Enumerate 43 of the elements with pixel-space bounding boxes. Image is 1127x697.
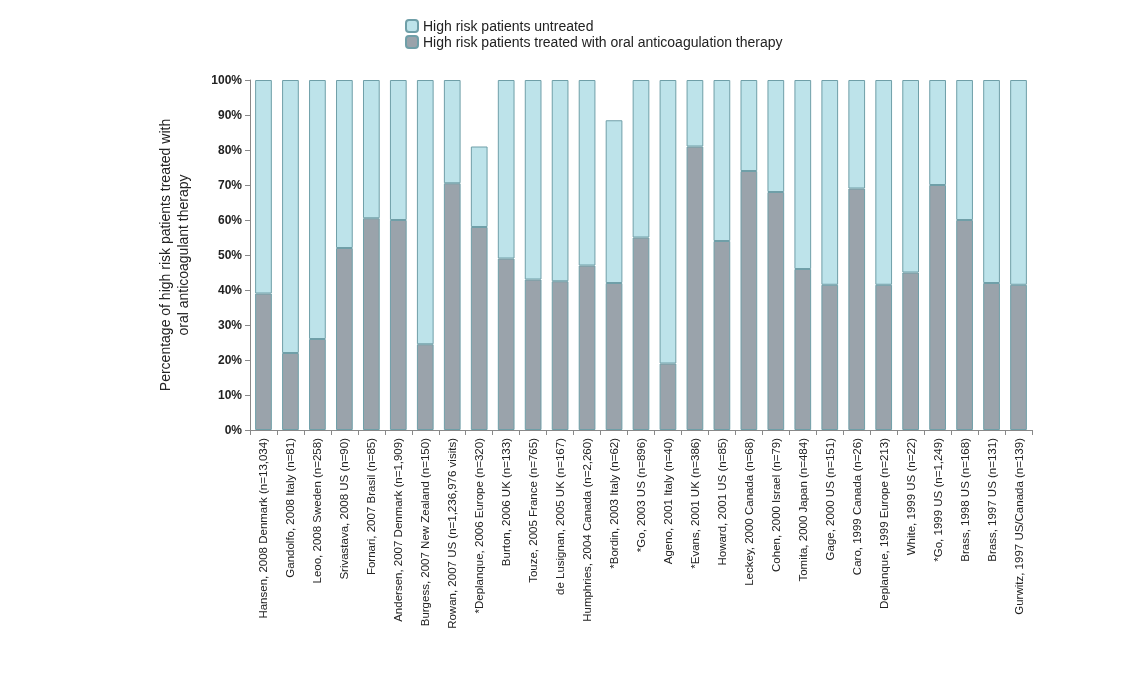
x-tick-label: Brass, 1997 US (n=131) [985, 437, 998, 562]
y-tick-label: 30% [217, 318, 243, 332]
y-tick-label: 10% [217, 388, 243, 402]
x-tick-label: Howard, 2001 US (n=85) [715, 437, 728, 566]
x-tick-label: Humphries, 2004 Canada (n=2,260) [581, 437, 594, 622]
x-tick-label: Rowan, 2007 US (n=1,236,976 visits) [446, 437, 459, 629]
legend-label: High risk patients untreated [423, 18, 594, 34]
x-tick-label: Andersen, 2007 Denmark (n=1,909) [392, 437, 405, 622]
x-tick-label: Cohen, 2000 Israel (n=79) [769, 437, 782, 572]
x-tick-label: Fornari, 2007 Brasil (n=85) [365, 437, 378, 576]
y-axis-title: Percentage of high risk patients treated with oral anticoagulant therapy [157, 118, 191, 392]
x-tick-label: Srivastava, 2008 US (n=90) [338, 437, 351, 580]
x-tick-label: de Lusignan, 2005 UK (n=167) [554, 437, 567, 595]
y-tick-label: 0% [224, 423, 243, 437]
x-tick-label: *Go, 1999 US (n=1,249) [931, 437, 944, 562]
x-tick-label: Hansen, 2008 Denmark (n=13,034) [257, 437, 270, 619]
x-tick-label: White, 1999 US (n=22) [904, 437, 917, 556]
x-tick-label: Gandolfo, 2008 Italy (n=81) [284, 437, 297, 578]
x-tick-label: Leckey, 2000 Canada (n=68) [742, 437, 755, 586]
x-tick-label: Brass, 1998 US (n=168) [958, 437, 971, 562]
x-tick-label: *Evans, 2001 UK (n=386) [688, 437, 701, 569]
x-tick-label: Leoo, 2008 Sweden (n=258) [311, 437, 324, 584]
y-tick-label: 20% [217, 353, 243, 367]
x-tick-label: Touze, 2005 France (n=765) [527, 437, 540, 583]
x-tick-label: Gurwitz, 1997 US/Canada (n=139) [1012, 437, 1025, 615]
legend-label: High risk patients treated with oral anticoagulation therapy [423, 34, 783, 50]
y-tick-label: 50% [217, 248, 243, 262]
y-tick-label: 100% [211, 73, 243, 87]
x-tick-label: Burton, 2006 UK (n=133) [500, 437, 513, 567]
y-tick-label: 70% [217, 178, 243, 192]
x-tick-label: Ageno, 2001 Italy (n=40) [661, 437, 674, 565]
x-tick-label: *Go, 2003 US (n=896) [635, 437, 647, 553]
y-tick-label: 60% [217, 213, 243, 227]
x-tick-label: *Deplanque, 2006 Europe (n=320) [473, 437, 486, 614]
x-tick-label: Gage, 2000 US (n=151) [823, 437, 836, 561]
x-tick-label: *Bordin, 2003 Italy (n=62) [608, 437, 621, 569]
x-tick-label: Deplanque, 1999 Europe (n=213) [877, 437, 890, 610]
y-tick-label: 80% [217, 143, 243, 157]
y-tick-label: 40% [217, 283, 243, 297]
x-tick-label: Caro, 1999 Canada (n=26) [850, 437, 863, 576]
x-tick-label: Burgess, 2007 New Zealand (n=150) [419, 437, 432, 627]
y-tick-label: 90% [217, 108, 243, 122]
x-tick-label: Tomita, 2000 Japan (n=484) [796, 437, 809, 582]
